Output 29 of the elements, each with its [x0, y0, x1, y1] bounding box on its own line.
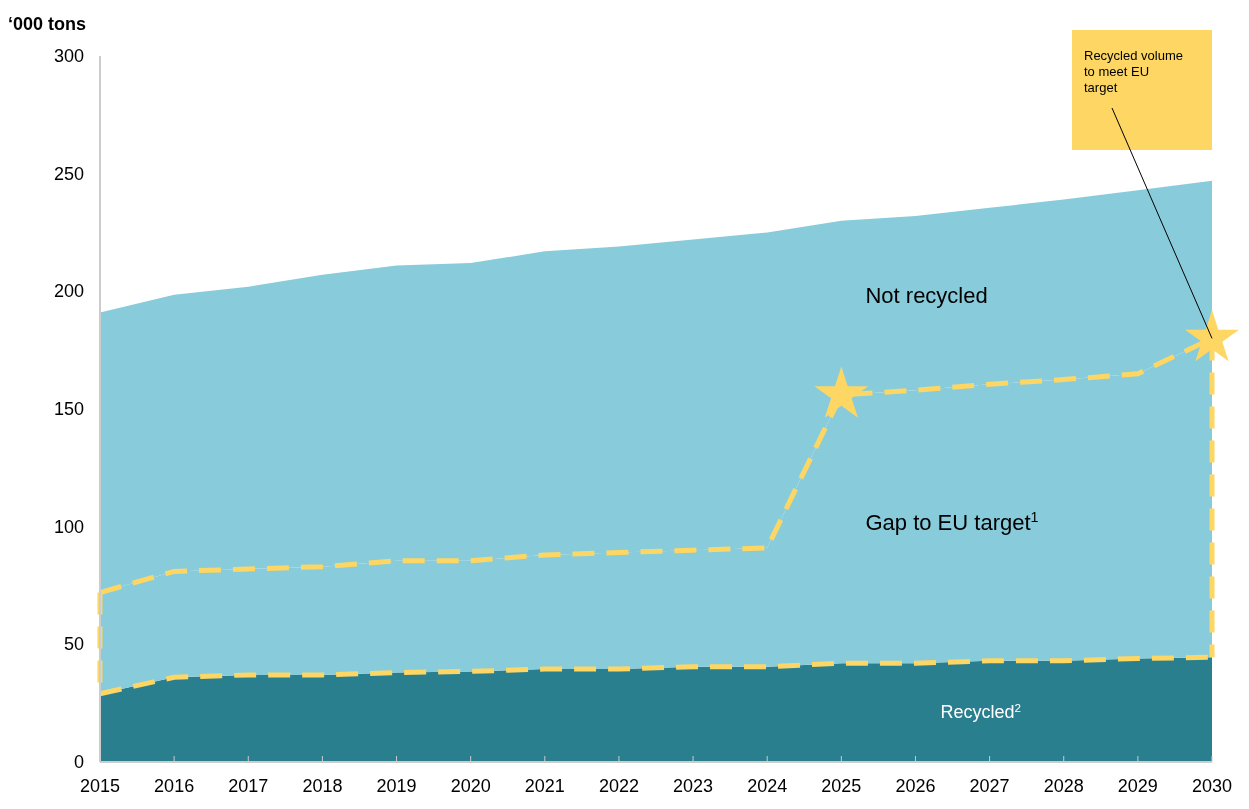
- y-tick-label: 50: [63, 634, 84, 655]
- x-tick-label: 2029: [1117, 776, 1158, 796]
- y-tick-label: 250: [53, 163, 84, 184]
- x-tick-label: 2015: [79, 776, 121, 796]
- x-tick-label: 2026: [895, 776, 936, 796]
- x-tick-label: 2016: [154, 776, 195, 796]
- y-tick-label: 0: [73, 752, 84, 772]
- y-tick-label: 200: [53, 281, 84, 302]
- x-tick-label: 2028: [1043, 776, 1084, 796]
- x-tick-label: 2020: [450, 776, 491, 796]
- x-tick-label: 2022: [598, 776, 639, 796]
- annotation: Recycled volume to meet EU target: [1084, 48, 1183, 95]
- callout: Recycled volume to meet EU target: [1072, 30, 1213, 339]
- y-tick-label: 150: [53, 399, 84, 419]
- y-tick-label: 100: [53, 516, 84, 537]
- series-label: Gap to EU target$^{1}$: [865, 508, 1039, 535]
- x-tick-label: 2027: [969, 776, 1010, 796]
- x-tick-label: 2030: [1191, 776, 1233, 796]
- x-tick-label: 2025: [821, 776, 862, 796]
- y-tick-label: 300: [53, 46, 84, 66]
- y-axis-title: ‘000 tons: [8, 14, 87, 34]
- x-tick-label: 2024: [747, 776, 788, 796]
- series-label: Recycled$^{2}$: [940, 700, 1022, 723]
- x-tick-label: 2017: [228, 776, 269, 796]
- x-tick-label: 2021: [524, 776, 565, 796]
- x-tick-label: 2023: [673, 776, 714, 796]
- series-label: Not recycled: [865, 283, 988, 309]
- x-tick-label: 2019: [376, 776, 417, 796]
- x-tick-label: 2018: [302, 776, 343, 796]
